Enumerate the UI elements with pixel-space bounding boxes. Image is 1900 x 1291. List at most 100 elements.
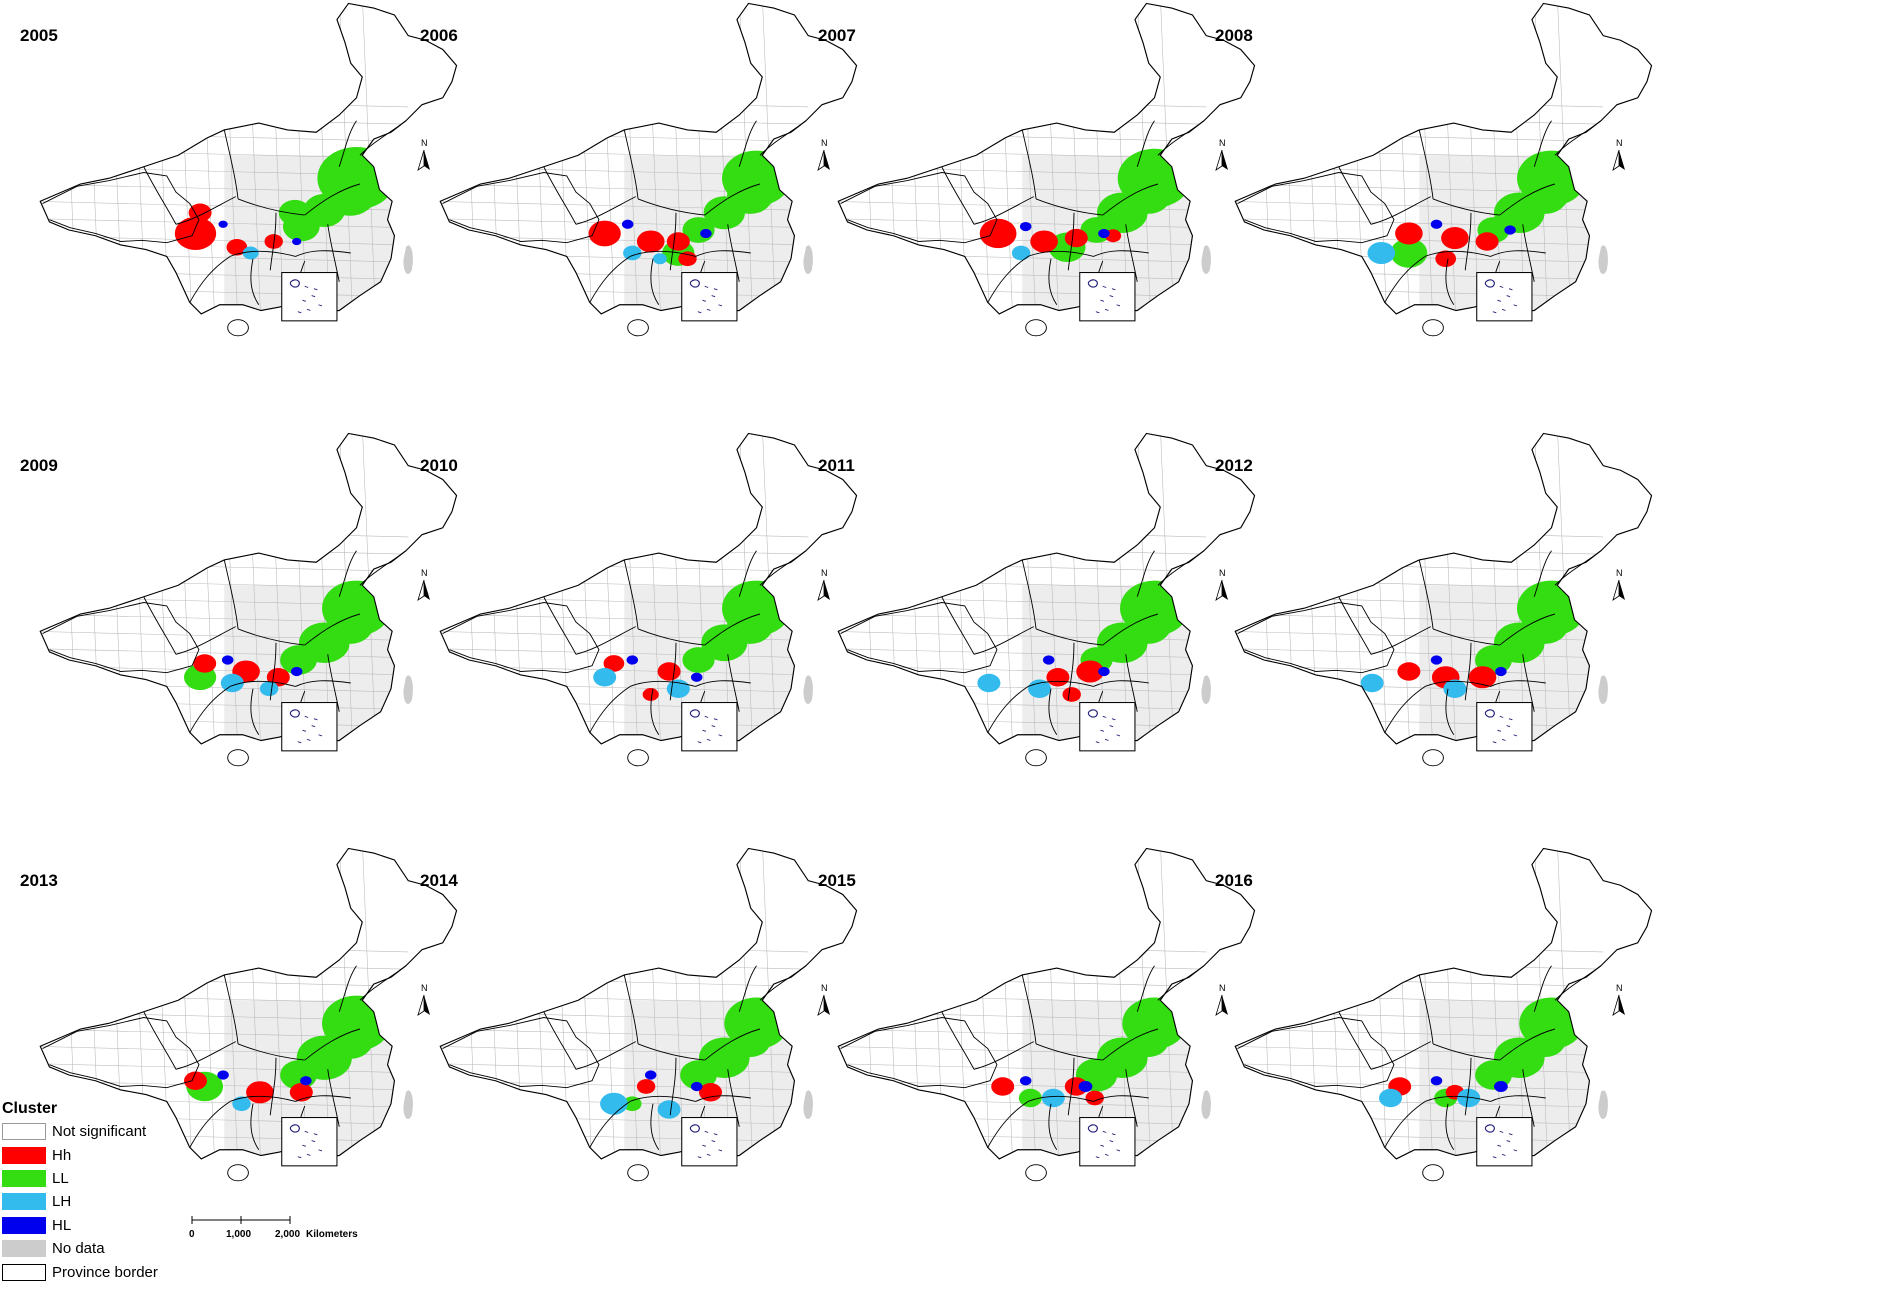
north-label: N [1219,983,1226,993]
province-border [42,172,200,244]
cluster-Hh [588,220,621,247]
taiwan-shape [1598,245,1608,275]
hainan-shape [1025,749,1047,767]
province-border [1093,680,1149,687]
country-outline [1234,432,1653,745]
map-year-label: 2016 [1215,871,1253,890]
province-border [1136,550,1155,597]
cluster-LH [1443,679,1467,698]
hainan-shape [1422,319,1444,337]
cluster-Hh [1062,687,1081,702]
north-label: N [421,138,428,148]
province-border [1237,1017,1395,1089]
country-outline [837,847,1256,1160]
cluster-LL [701,624,748,662]
province-border [1418,129,1434,200]
province-border [304,1028,361,1061]
province-border [1418,559,1434,630]
province-border [589,256,631,303]
cluster-LL [623,1096,642,1112]
legend-swatch [2,1216,46,1234]
cluster-Hh [226,238,248,256]
province-border [704,183,761,216]
province-border [1125,224,1138,282]
province-border [250,688,260,736]
hainan-shape [227,319,249,337]
province-border [442,602,600,674]
cluster-HL [621,219,634,229]
cluster-Hh [174,216,217,251]
legend-label: Not significant [52,1123,147,1141]
province-border [1035,198,1103,216]
province-border [1384,686,1426,733]
province-border [1067,642,1075,701]
province-border [1370,1041,1431,1070]
cluster-HL [1098,666,1110,677]
cluster-HL [1504,225,1516,235]
province-border [987,256,1029,303]
province-border [442,172,600,244]
cluster-LH [232,1096,251,1112]
cluster-Hh [1046,668,1070,687]
south-china-sea-inset [1079,702,1136,752]
cluster-LL [1018,1088,1042,1108]
province-border [973,1041,1034,1070]
taiwan-shape [803,1090,813,1120]
hainan-shape [627,749,649,767]
north-arrow-icon: N [1612,983,1625,1016]
province-border [229,680,296,687]
province-border [1533,965,1552,1012]
province-border [250,1103,260,1151]
legend-label: Hh [52,1146,72,1164]
north-arrow-icon: N [417,138,430,171]
cluster-LL [680,1060,717,1090]
province-border [987,1101,1029,1148]
north-arrow-icon: N [1215,138,1228,171]
cluster-HL [700,228,712,239]
hainan-shape [1422,749,1444,767]
scale-unit: Kilometers [306,1229,358,1240]
province-border [237,628,305,646]
legend-label: Province border [52,1263,158,1281]
south-china-sea-inset [281,702,338,752]
taiwan-shape [1201,245,1211,275]
province-border [269,642,277,701]
hainan-shape [1422,1164,1444,1182]
province-border [575,196,636,225]
map-panel-2013: 2013 N [0,845,480,1245]
cluster-HL [644,1070,657,1080]
province-border [1445,688,1455,736]
province-border [973,196,1034,225]
china-map: N [1234,2,1653,337]
province-border [589,1101,631,1148]
legend-swatch [2,1193,46,1211]
province-border [327,1069,340,1127]
province-border [629,1095,696,1102]
cluster-Hh [246,1081,274,1104]
cluster-Hh [1064,228,1088,248]
province-border [1522,654,1535,712]
cluster-LL [682,647,715,673]
cluster-Hh [1076,660,1104,683]
province-border [727,1069,740,1127]
china-map: N [837,432,1256,767]
cluster-LH [152,701,174,718]
province-border [1067,212,1075,271]
taiwan-shape [1598,1090,1608,1120]
province-border [637,198,705,216]
province-border [1370,626,1431,655]
province-border [1464,642,1472,701]
cluster-HL [292,237,302,246]
legend-swatch [2,1146,46,1164]
province-border [623,559,639,630]
taiwan-shape [803,245,813,275]
province-border [575,1041,636,1070]
cluster-LH [549,700,573,719]
province-border [229,250,296,257]
south-china-sea-inset [681,1117,738,1167]
map-panel-2008: 2008 N [1195,0,1675,400]
province-border [1370,196,1431,225]
province-border [42,602,200,674]
province-border [695,680,751,687]
legend: Cluster Not significant Hh LL LH HL No data Pr… [2,1100,202,1284]
